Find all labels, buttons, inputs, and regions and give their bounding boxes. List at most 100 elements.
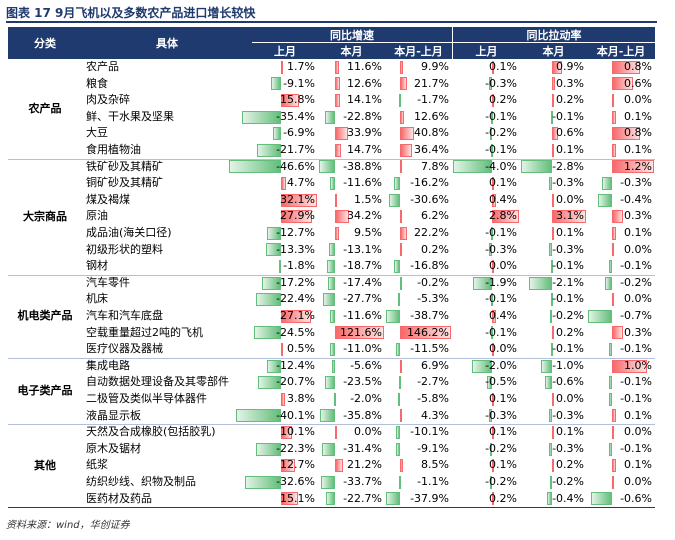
- group-rule: [8, 424, 655, 426]
- item-label: 初级形状的塑料: [86, 242, 163, 256]
- value-cell: 0.9%: [556, 60, 584, 73]
- value-cell: -0.3%: [485, 408, 517, 422]
- value-cell: -0.2%: [620, 275, 652, 289]
- value-cell: 0.1%: [624, 109, 652, 123]
- value-cell: -1.0%: [552, 358, 584, 372]
- header-sub: 本月: [520, 43, 587, 59]
- data-bar: [612, 143, 616, 157]
- data-bar: [332, 359, 335, 373]
- data-bar: [453, 160, 492, 174]
- data-bar: [327, 276, 335, 290]
- value-cell: -21.7%: [276, 143, 315, 156]
- data-bar: [608, 442, 613, 456]
- header-cell: 分类: [8, 27, 82, 59]
- value-cell: 0.2%: [556, 93, 584, 107]
- data-bar: [598, 193, 613, 207]
- value-cell: -0.1%: [552, 292, 584, 306]
- item-label: 集成电路: [86, 358, 130, 372]
- value-cell: 0.1%: [624, 408, 652, 422]
- value-cell: 0.0%: [624, 93, 652, 107]
- item-label: 原油: [86, 209, 108, 223]
- value-cell: 12.7%: [280, 458, 315, 472]
- value-cell: -30.6%: [410, 192, 449, 206]
- value-cell: 0.2%: [556, 458, 584, 472]
- value-cell: 0.2%: [489, 93, 517, 107]
- data-bar: [396, 442, 400, 456]
- data-bar: [612, 243, 615, 257]
- value-cell: 8.5%: [421, 458, 449, 472]
- data-bar: [551, 94, 555, 107]
- value-cell: 0.0%: [556, 192, 584, 206]
- value-cell: -22.3%: [276, 441, 315, 455]
- table-bottom-rule: [8, 507, 655, 509]
- data-bar: [256, 442, 282, 456]
- item-label: 钢材: [86, 259, 108, 273]
- data-bar: [491, 309, 496, 323]
- data-bar: [321, 442, 335, 456]
- data-bar: [612, 326, 623, 340]
- value-cell: 36.4%: [414, 143, 449, 156]
- data-bar: [473, 276, 492, 290]
- value-cell: 12.6%: [347, 76, 382, 90]
- item-label: 成品油(海关口径): [86, 226, 172, 239]
- value-cell: -4.0%: [485, 159, 517, 173]
- value-cell: 0.2%: [489, 491, 517, 505]
- value-cell: -0.1%: [485, 109, 517, 123]
- value-cell: 0.1%: [489, 392, 517, 405]
- data-bar: [612, 426, 615, 439]
- data-bar: [399, 143, 413, 157]
- data-bar: [548, 442, 552, 456]
- item-label: 液晶显示板: [86, 408, 141, 422]
- data-bar: [551, 77, 556, 91]
- group-rule: [8, 158, 655, 160]
- data-bar: [399, 226, 408, 240]
- category-label: 农产品: [28, 101, 62, 115]
- value-cell: -0.1%: [620, 392, 652, 405]
- data-bar: [491, 193, 496, 207]
- item-label: 食用植物油: [86, 143, 141, 156]
- data-bar: [281, 392, 286, 406]
- data-bar: [396, 426, 400, 439]
- data-bar: [551, 459, 555, 473]
- value-cell: 0.8%: [624, 60, 652, 73]
- value-cell: -31.4%: [343, 441, 382, 455]
- value-cell: -32.6%: [276, 475, 315, 488]
- category-label: 其他: [34, 458, 56, 472]
- data-bar: [393, 260, 400, 273]
- header-cell: 具体: [82, 27, 252, 59]
- data-bar: [399, 160, 403, 174]
- data-bar: [490, 143, 493, 157]
- value-cell: 3.8%: [287, 392, 315, 405]
- value-cell: -10.1%: [410, 425, 449, 439]
- value-cell: 0.1%: [489, 60, 517, 73]
- value-cell: -46.6%: [276, 159, 315, 173]
- value-cell: -11.6%: [343, 309, 382, 322]
- value-cell: -0.2%: [485, 126, 517, 140]
- data-bar: [491, 177, 494, 190]
- value-cell: 1.5%: [354, 192, 382, 206]
- value-cell: 2.8%: [489, 209, 517, 223]
- data-bar: [334, 193, 337, 207]
- value-cell: -23.5%: [343, 375, 382, 389]
- data-bar: [491, 60, 494, 74]
- data-bar: [281, 492, 298, 506]
- value-cell: -16.8%: [410, 259, 449, 273]
- data-bar: [549, 309, 552, 323]
- data-bar: [319, 160, 335, 174]
- data-bar: [323, 293, 335, 307]
- data-bar: [612, 293, 615, 307]
- data-bar: [334, 459, 344, 473]
- value-cell: -0.4%: [552, 491, 584, 505]
- value-cell: -40.1%: [276, 408, 315, 422]
- data-bar: [488, 243, 492, 257]
- data-bar: [491, 492, 494, 506]
- value-cell: 21.7%: [414, 76, 449, 90]
- value-cell: -1.8%: [283, 259, 315, 273]
- data-bar: [551, 210, 586, 224]
- item-label: 天然及合成橡胶(包括胶乳): [86, 425, 216, 439]
- data-bar: [334, 326, 384, 340]
- data-bar: [399, 359, 403, 373]
- item-label: 粮食: [86, 76, 108, 90]
- value-cell: -22.7%: [343, 491, 382, 505]
- category-label: 大宗商品: [23, 209, 67, 223]
